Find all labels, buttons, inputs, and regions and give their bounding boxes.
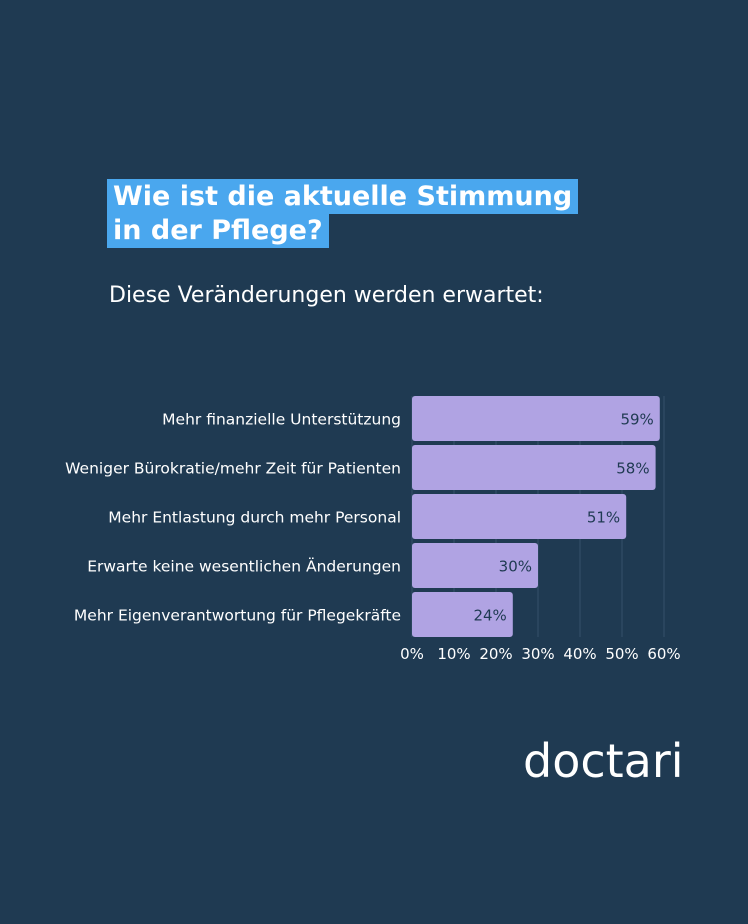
bar — [412, 592, 513, 637]
category-label: Mehr Entlastung durch mehr Personal — [108, 509, 401, 527]
x-tick-label: 60% — [647, 645, 680, 663]
bar — [412, 494, 627, 539]
x-tick-label: 10% — [437, 645, 470, 663]
x-tick-label: 30% — [521, 645, 554, 663]
bar-value-label: 59% — [620, 411, 653, 429]
bar-value-label: 58% — [616, 460, 649, 478]
category-label: Weniger Bürokratie/mehr Zeit für Patient… — [65, 460, 401, 478]
category-label: Mehr Eigenverantwortung für Pflegekräfte — [74, 607, 401, 625]
x-tick-label: 40% — [563, 645, 596, 663]
x-tick-label: 20% — [479, 645, 512, 663]
bar-value-label: 30% — [499, 558, 532, 576]
doctari-logo: doctari — [523, 734, 684, 788]
x-tick-label: 0% — [400, 645, 424, 663]
chart-subtitle: Diese Veränderungen werden erwartet: — [109, 283, 544, 308]
bar-value-label: 51% — [587, 509, 620, 527]
category-label: Mehr finanzielle Unterstützung — [162, 411, 401, 429]
bar — [412, 543, 538, 588]
bar — [412, 445, 656, 490]
category-label: Erwarte keine wesentlichen Änderungen — [87, 557, 401, 576]
x-tick-label: 50% — [605, 645, 638, 663]
chart-title: Wie ist die aktuelle Stimmung in der Pfl… — [107, 179, 579, 248]
bar-value-label: 24% — [473, 607, 506, 625]
bar — [412, 396, 660, 441]
